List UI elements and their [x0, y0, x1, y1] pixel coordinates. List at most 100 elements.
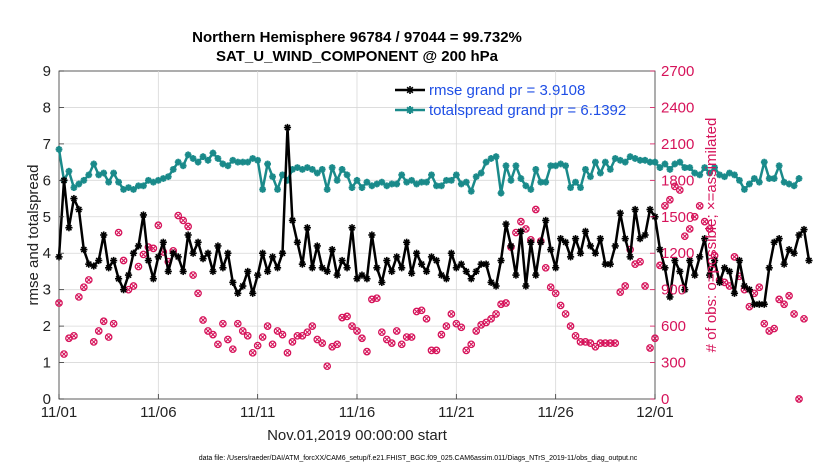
spread-point	[194, 158, 202, 166]
marker-cross	[637, 259, 643, 265]
obs-point	[442, 322, 451, 330]
marker-cross	[324, 363, 330, 369]
obs-point	[387, 339, 396, 347]
marker-circle	[700, 217, 709, 226]
rmse-point	[715, 278, 724, 286]
rmse-point	[139, 211, 148, 219]
marker-core	[250, 156, 255, 161]
marker-circle	[417, 306, 426, 315]
obs-point	[308, 322, 317, 330]
marker-circle	[427, 346, 436, 355]
marker-core	[111, 171, 116, 175]
rmse-point	[358, 271, 366, 279]
marker-core	[211, 151, 215, 155]
rmse-point	[293, 238, 301, 246]
obs-point	[447, 310, 456, 318]
marker-stroke	[418, 261, 425, 268]
obs-point	[755, 283, 764, 292]
spread-point	[254, 156, 262, 164]
spread-point	[676, 158, 684, 166]
marker-circle	[407, 333, 416, 341]
marker-cross	[592, 344, 599, 350]
marker-circle	[224, 335, 232, 344]
marker-cross	[423, 316, 430, 322]
marker-core	[439, 183, 444, 188]
marker-core	[752, 176, 757, 181]
marker-core	[533, 167, 538, 172]
rmse-point	[124, 271, 133, 279]
marker-core	[305, 165, 310, 170]
spread-point	[775, 162, 783, 170]
marker-core	[81, 178, 86, 183]
marker-circle	[233, 319, 242, 328]
marker-core	[176, 160, 181, 164]
marker-core	[235, 160, 240, 164]
marker-core	[772, 176, 777, 181]
spread-point	[502, 162, 510, 170]
spread-point	[333, 176, 341, 184]
marker-stroke	[194, 239, 202, 246]
marker-cross	[215, 341, 221, 348]
marker-core	[151, 180, 156, 185]
marker-core	[131, 187, 136, 192]
marker-core	[523, 183, 528, 188]
marker-stroke	[234, 290, 241, 297]
marker-core	[777, 163, 782, 168]
marker-circle	[556, 301, 565, 310]
marker-stroke	[90, 262, 97, 270]
marker-cross	[433, 347, 440, 354]
marker-stroke	[373, 264, 380, 271]
marker-cross	[135, 263, 142, 270]
marker-stroke	[309, 264, 316, 271]
marker-stroke	[731, 290, 738, 297]
marker-cross	[672, 183, 678, 190]
rmse-point	[527, 238, 535, 246]
marker-stroke	[448, 250, 455, 257]
rmse-point	[507, 242, 515, 250]
rmse-point	[442, 275, 450, 283]
marker-core	[608, 167, 613, 172]
marker-circle	[333, 340, 341, 349]
marker-core	[648, 160, 652, 164]
marker-stroke	[676, 268, 683, 275]
marker-circle	[666, 195, 674, 204]
marker-cross	[493, 311, 499, 317]
obs-point	[437, 330, 446, 339]
marker-cross	[384, 336, 390, 343]
obs-point	[760, 319, 769, 328]
marker-core	[767, 176, 772, 181]
marker-circle	[551, 289, 560, 298]
marker-cross	[230, 346, 236, 352]
obs-point	[75, 293, 83, 301]
marker-core	[106, 180, 111, 185]
rmse-point	[537, 238, 545, 246]
marker-core	[464, 180, 469, 185]
marker-cross	[91, 339, 97, 345]
marker-stroke	[353, 275, 361, 282]
marker-circle	[179, 216, 188, 225]
rmse-point	[95, 256, 103, 265]
marker-circle	[462, 346, 471, 355]
spread-point	[274, 186, 281, 193]
marker-circle	[363, 347, 371, 356]
rmse-point	[492, 282, 500, 290]
marker-core	[449, 178, 454, 183]
rmse-point	[427, 253, 436, 261]
spread-point	[264, 160, 271, 168]
marker-core	[504, 163, 508, 168]
marker-circle	[273, 327, 282, 335]
marker-cross	[652, 335, 658, 341]
marker-core	[543, 180, 548, 185]
obs-point	[268, 340, 277, 349]
marker-cross	[379, 329, 385, 335]
marker-core	[230, 158, 235, 163]
rmse-point	[502, 220, 510, 228]
marker-stroke	[483, 261, 490, 268]
marker-cross	[274, 328, 281, 334]
marker-core	[668, 167, 672, 172]
marker-stroke	[795, 231, 803, 239]
marker-stroke	[279, 250, 286, 257]
obs-point	[377, 328, 386, 337]
marker-circle	[800, 314, 808, 323]
marker-circle	[258, 333, 267, 341]
